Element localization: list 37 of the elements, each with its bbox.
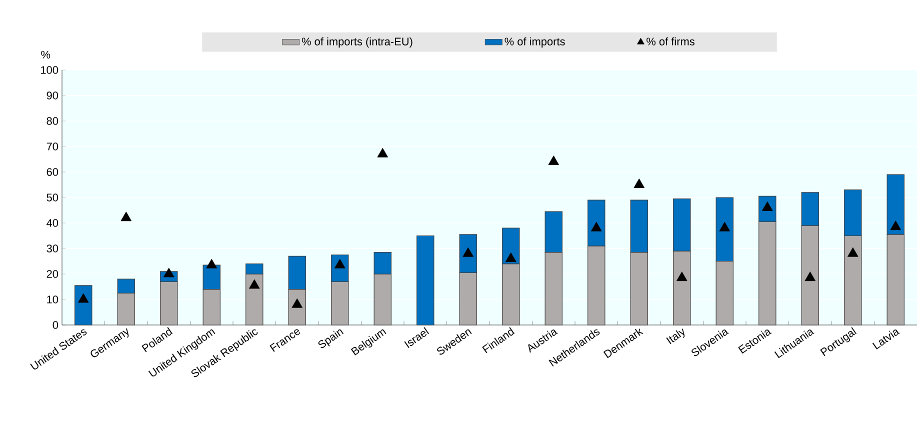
point	[719, 222, 730, 232]
point	[120, 212, 132, 222]
y-tick-label: 20	[46, 270, 58, 278]
bar	[74, 285, 92, 326]
point	[292, 298, 303, 308]
y-tick-label: 40	[46, 219, 58, 227]
y-tick-label: 80	[46, 117, 58, 125]
point	[590, 222, 602, 232]
point	[334, 258, 346, 268]
point	[206, 258, 218, 268]
y-tick-label: 60	[46, 168, 58, 176]
point	[163, 268, 174, 278]
point	[78, 293, 89, 303]
point	[847, 247, 858, 257]
point	[548, 156, 560, 165]
legend-label: % of firms	[646, 37, 694, 46]
point	[505, 252, 516, 262]
y-tick-label: 70	[46, 142, 58, 150]
y-tick-label: 0	[52, 321, 58, 329]
legend-label: % of imports	[504, 37, 565, 48]
y-tick-label: 50	[46, 194, 58, 202]
point	[462, 247, 474, 257]
x-tick-label: Italy	[666, 328, 685, 344]
point	[762, 202, 773, 211]
point	[377, 148, 388, 158]
point	[890, 220, 902, 230]
y-tick-label: 90	[46, 92, 58, 100]
bar	[416, 235, 434, 326]
y-tick-label: 100	[41, 66, 58, 74]
point	[248, 279, 260, 289]
y-axis-title: %	[41, 50, 50, 58]
point	[634, 178, 645, 188]
point	[804, 272, 816, 282]
point	[676, 272, 688, 282]
y-tick-label: 10	[47, 296, 58, 304]
y-tick-label: 30	[46, 244, 58, 252]
legend-label: % of imports (intra-EU)	[302, 37, 412, 48]
